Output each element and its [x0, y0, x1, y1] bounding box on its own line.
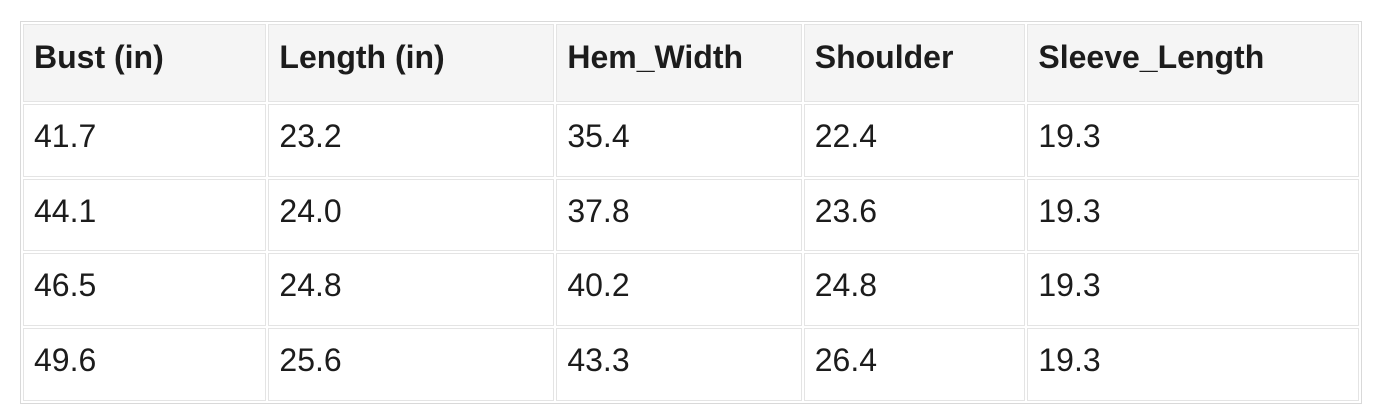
table-cell: 19.3 [1027, 103, 1359, 177]
table-cell: 40.2 [556, 253, 802, 327]
table-cell: 26.4 [803, 328, 1026, 401]
table-cell: 22.4 [803, 103, 1026, 177]
table-cell: 24.0 [268, 178, 555, 252]
header-cell: Sleeve_Length [1027, 24, 1359, 102]
table-cell: 24.8 [268, 253, 555, 327]
table-cell: 19.3 [1027, 178, 1359, 252]
measurements-table: Bust (in) Length (in) Hem_Width Shoulder Sle… [20, 21, 1362, 404]
header-cell: Hem_Width [556, 24, 802, 102]
header-cell: Bust (in) [23, 24, 267, 102]
table-cell: 19.3 [1027, 328, 1359, 401]
table-cell: 19.3 [1027, 253, 1359, 327]
table-cell: 23.6 [803, 178, 1026, 252]
header-cell: Length (in) [268, 24, 555, 102]
table-cell: 49.6 [23, 328, 267, 401]
table-body: 41.7 23.2 35.4 22.4 19.3 44.1 24.0 37.8 23.6 19.3… [23, 103, 1359, 401]
header-row: Bust (in) Length (in) Hem_Width Shoulder Sle… [23, 24, 1359, 102]
table-cell: 43.3 [556, 328, 802, 401]
table-cell: 44.1 [23, 178, 267, 252]
table-row: 46.5 24.8 40.2 24.8 19.3 [23, 253, 1359, 327]
table-cell: 41.7 [23, 103, 267, 177]
table-cell: 37.8 [556, 178, 802, 252]
table-cell: 46.5 [23, 253, 267, 327]
table-row: 41.7 23.2 35.4 22.4 19.3 [23, 103, 1359, 177]
table-cell: 25.6 [268, 328, 555, 401]
table-row: 49.6 25.6 43.3 26.4 19.3 [23, 328, 1359, 401]
table-header: Bust (in) Length (in) Hem_Width Shoulder Sle… [23, 24, 1359, 102]
table-row: 44.1 24.0 37.8 23.6 19.3 [23, 178, 1359, 252]
table-cell: 35.4 [556, 103, 802, 177]
table-cell: 24.8 [803, 253, 1026, 327]
table-cell: 23.2 [268, 103, 555, 177]
header-cell: Shoulder [803, 24, 1026, 102]
